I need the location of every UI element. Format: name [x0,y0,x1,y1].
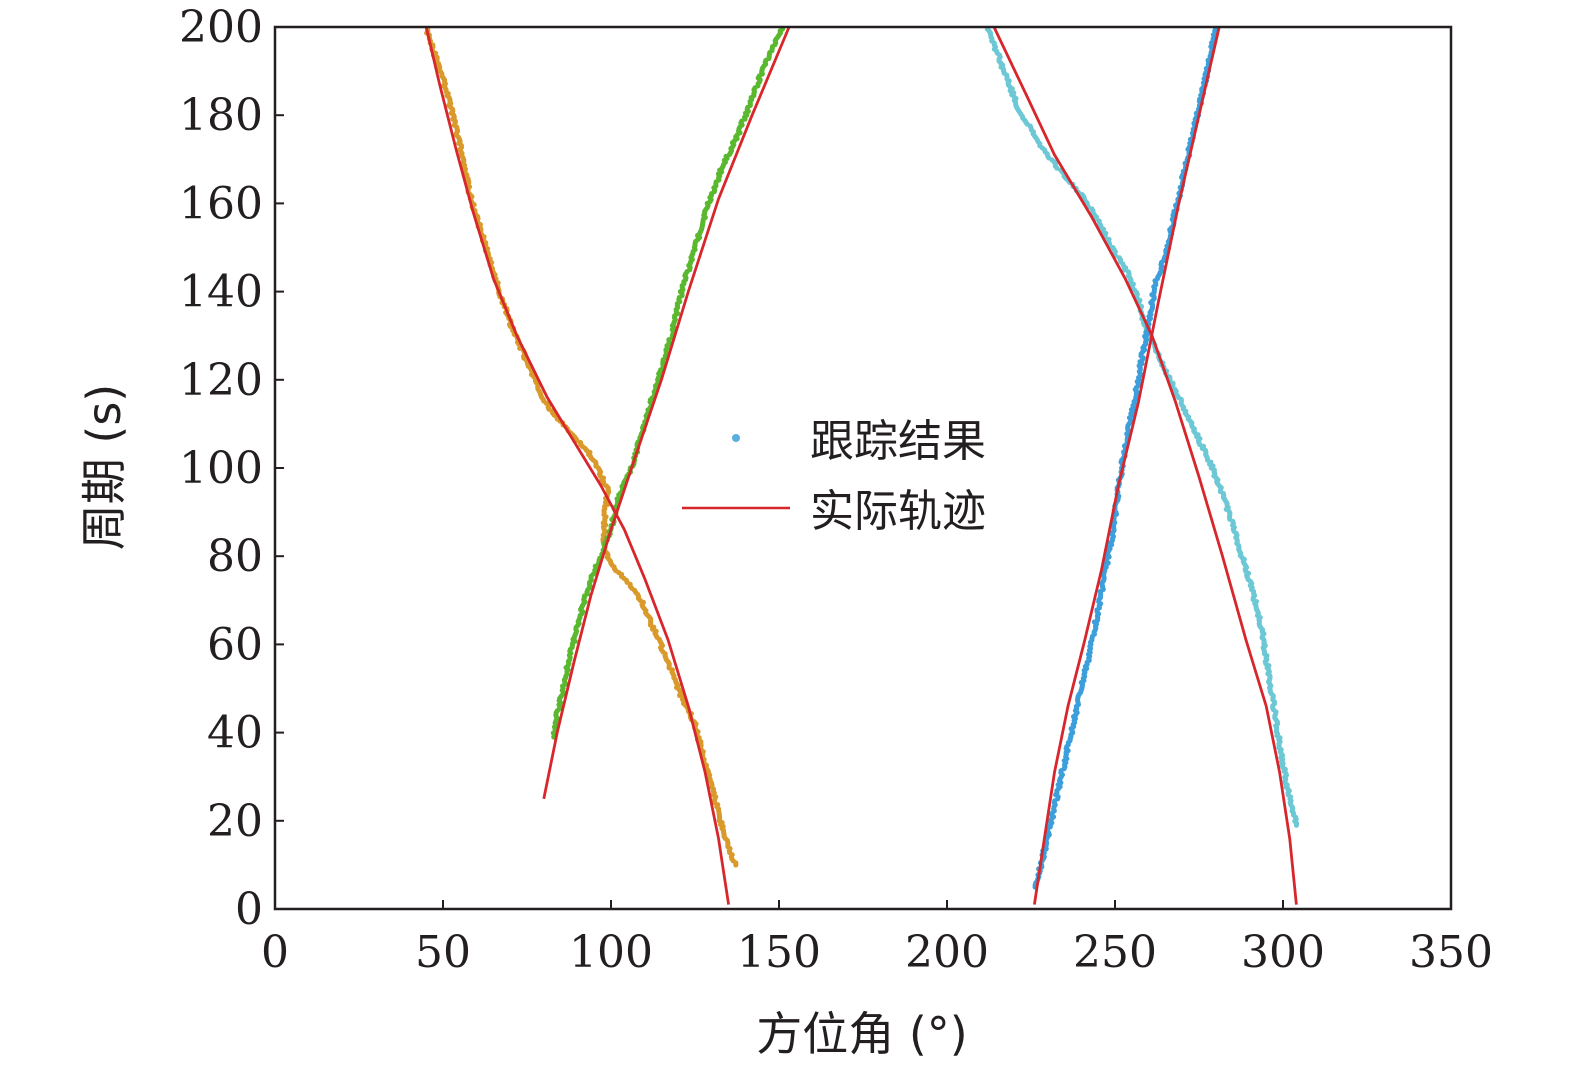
x-axis-title: 方位角 (°) [756,1007,968,1061]
x-tick-label: 100 [569,927,653,978]
legend-label-actual: 实际轨迹 [810,486,986,537]
tracking-point [1116,255,1122,261]
y-tick-label: 120 [179,355,263,406]
actual-trajectory-line-5 [542,26,791,800]
legend: 跟踪结果 实际轨迹 [682,416,986,537]
x-tick-label: 350 [1409,927,1493,978]
actual-trajectory-line-6 [992,26,1298,905]
x-tick-label: 0 [261,927,289,978]
y-tick-label: 20 [207,796,263,847]
y-tick-label: 100 [179,443,263,494]
x-tick-label: 200 [905,927,989,978]
y-tick-label: 160 [179,178,263,229]
y-tick-label: 180 [179,90,263,141]
x-tick-label: 300 [1241,927,1325,978]
tracking-point [1125,269,1132,275]
x-axis: 0 50 100 150 200 250 300 350 [261,900,1493,978]
y-tick-label: 60 [207,619,263,670]
tracking-series-2 [984,26,1300,828]
y-tick-label: 140 [179,267,263,318]
y-tick-label: 0 [235,884,263,935]
series-layer [424,26,1300,905]
actual-trajectory-line-4 [424,26,730,905]
x-tick-label: 50 [415,927,471,978]
actual-trajectory-line-7 [1033,26,1221,905]
x-tick-label: 150 [737,927,821,978]
y-axis-title: 周期 (s) [77,384,131,550]
y-tick-label: 200 [179,2,263,53]
legend-label-tracking: 跟踪结果 [810,416,986,467]
tracking-series-1 [550,26,786,740]
y-axis: 0 20 40 60 80 100 120 140 160 180 200 [179,2,284,935]
tracking-point [1079,192,1085,198]
legend-marker-tracking [732,434,740,442]
x-tick-label: 250 [1073,927,1157,978]
y-tick-label: 40 [207,708,263,759]
y-tick-label: 80 [207,531,263,582]
